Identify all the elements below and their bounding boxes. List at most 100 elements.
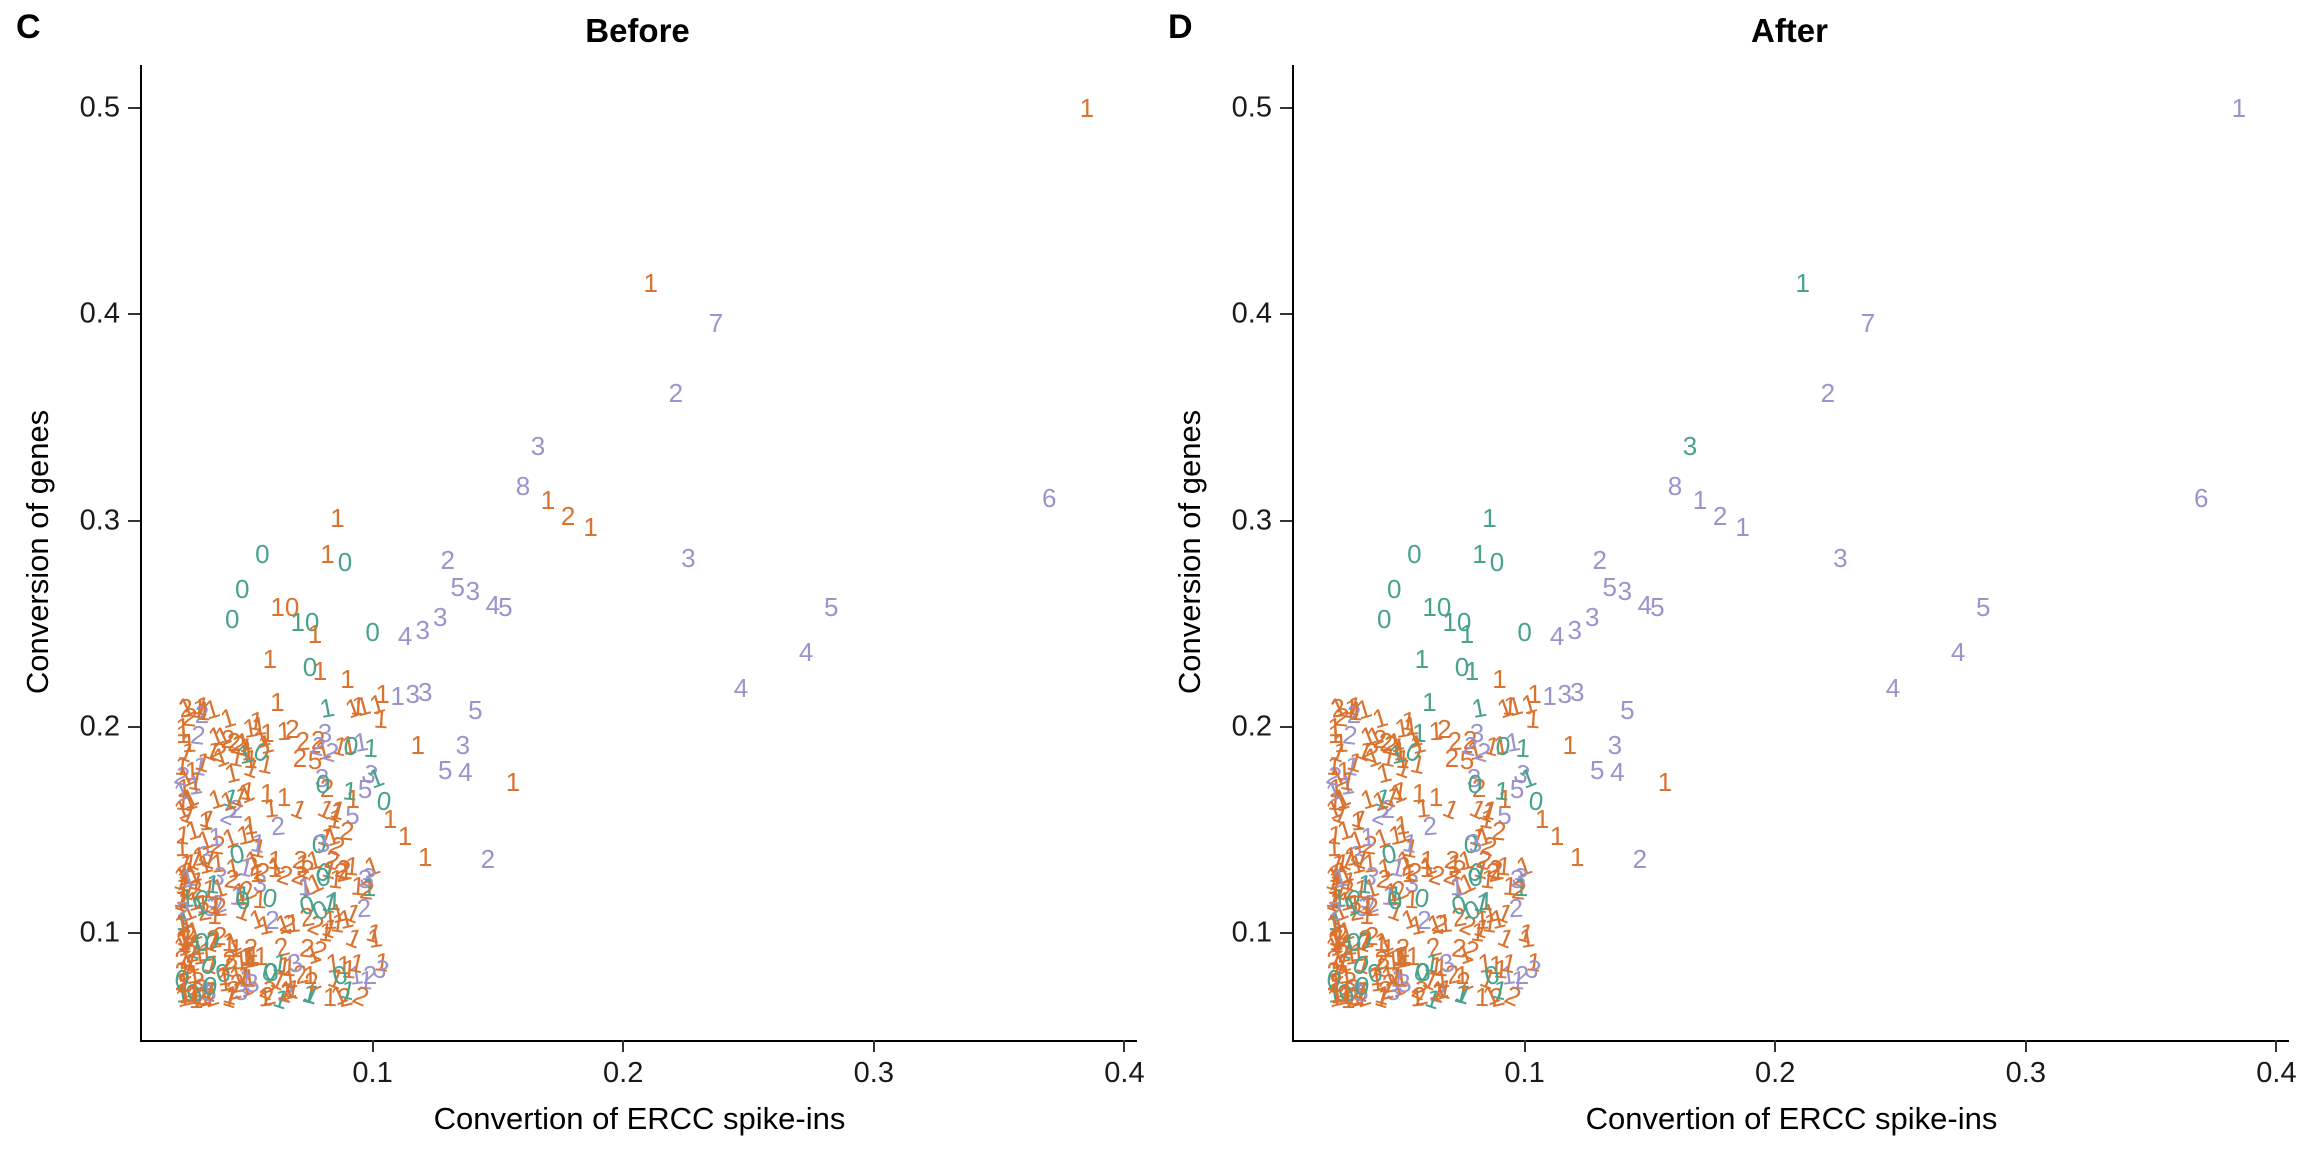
y-tick-label: 0.3: [1231, 504, 1272, 537]
data-point: 1: [1412, 717, 1427, 748]
data-point: 1: [1422, 686, 1437, 717]
data-point: 1: [375, 678, 390, 709]
x-tick-label: 0.2: [603, 1057, 644, 1089]
x-tick-mark: [1523, 1040, 1526, 1052]
data-point: 6: [1042, 482, 1057, 513]
data-point: 10: [290, 606, 320, 637]
panel-title-before: Before: [585, 12, 690, 49]
data-point: 1: [307, 618, 323, 649]
data-point: 5: [1497, 800, 1512, 831]
data-point: 5: [357, 773, 373, 804]
data-point: 1: [270, 686, 285, 717]
data-point: 1: [1327, 719, 1343, 750]
data-point: 3: [681, 542, 696, 573]
y-tick-label: 0.1: [1231, 916, 1272, 949]
data-point: 1: [373, 703, 390, 735]
data-point: 1: [1429, 782, 1444, 813]
panel-letter-d: D: [1168, 8, 1193, 46]
y-tick-mark: [128, 931, 140, 934]
x-tick-mark: [622, 1040, 625, 1052]
data-point: 3: [1557, 678, 1572, 709]
data-point: 1: [277, 782, 292, 813]
data-point: 2: [1437, 713, 1452, 744]
data-point: 10: [1442, 606, 1472, 637]
data-point: 6: [2194, 482, 2209, 513]
data-point: 5: [438, 754, 453, 785]
data-point: 1: [1795, 268, 1810, 299]
data-point: 1: [1527, 678, 1542, 709]
data-point: 1: [410, 730, 425, 761]
y-tick-label: 0.5: [79, 91, 120, 124]
data-point: 2: [440, 544, 455, 575]
data-point: 2: [1592, 544, 1607, 575]
data-point: 0: [1454, 651, 1470, 682]
data-point: 2: [1632, 843, 1648, 874]
x-tick-mark: [2024, 1040, 2027, 1052]
data-point: 1: [330, 503, 345, 534]
data-point: 3: [1569, 676, 1585, 707]
data-point: 1: [322, 981, 338, 1013]
data-point: 5: [1602, 571, 1618, 602]
data-point: 5: [498, 592, 513, 623]
x-tick-mark: [872, 1040, 875, 1052]
data-point: 2: [480, 843, 496, 874]
data-point: 1: [382, 804, 398, 835]
y-tick-label: 0.1: [79, 916, 120, 949]
data-point: 3: [1567, 614, 1582, 645]
data-point: 3: [415, 614, 430, 645]
data-point: 1: [1347, 695, 1364, 727]
data-point: 1: [643, 268, 658, 299]
data-point: 2: [1820, 377, 1836, 408]
data-point: 4: [1610, 757, 1625, 788]
data-point: 0: [1407, 538, 1422, 569]
data-point: 0: [1517, 616, 1532, 647]
data-point: 1: [540, 484, 556, 515]
y-tick-mark: [1280, 519, 1292, 522]
data-point: 1: [1427, 715, 1444, 746]
y-tick-label: 0.4: [79, 297, 120, 330]
panel-letter-c: C: [16, 8, 41, 46]
data-point: 1: [1414, 643, 1430, 674]
y-tick-label: 0.5: [1231, 91, 1272, 124]
y-tick-mark: [1280, 725, 1292, 728]
x-axis-title: Convertion of ERCC spike-ins: [1585, 1101, 1998, 1136]
data-point: 2: [265, 905, 280, 936]
data-point: 0: [365, 616, 380, 647]
data-point: 0: [235, 573, 250, 604]
data-point: 1: [362, 732, 379, 764]
data-point: 2: [560, 501, 576, 532]
data-point: 3: [1833, 542, 1848, 573]
data-point: 0: [255, 538, 270, 569]
data-point: 0: [1376, 604, 1392, 635]
data-point: 2: [362, 960, 378, 991]
data-point: 2: [1508, 892, 1525, 924]
data-point: 3: [1585, 602, 1600, 633]
data-point: 1: [1534, 804, 1550, 835]
data-point: 1: [397, 820, 413, 851]
data-point: 3: [465, 575, 481, 606]
x-tick-mark: [1774, 1040, 1777, 1052]
data-point: 1: [1514, 732, 1531, 764]
data-point: 5: [450, 571, 466, 602]
plot-area-before: Conversion of genes Convertion of ERCC s…: [20, 65, 1145, 1136]
data-point: 5: [1509, 773, 1525, 804]
panel-before: C Before Conversion of genes Convertion …: [16, 8, 1145, 1136]
y-tick-mark: [128, 725, 140, 728]
x-tick-label: 0.1: [352, 1057, 393, 1089]
data-point: 1: [275, 715, 292, 746]
data-point: 4: [458, 757, 473, 788]
data-point: 1: [505, 767, 521, 798]
data-point: 1: [1492, 664, 1507, 695]
data-point: 1: [1735, 511, 1750, 542]
data-point: 4: [397, 620, 413, 651]
y-tick-label: 0.2: [79, 710, 120, 743]
data-point: 4: [798, 637, 814, 668]
data-point: 0: [1489, 546, 1505, 577]
panel-title-after: After: [1750, 12, 1828, 49]
x-tick-label: 0.4: [2256, 1057, 2297, 1089]
data-point: 5: [468, 695, 483, 726]
data-point: 3: [1607, 730, 1623, 761]
data-point: 3: [455, 730, 471, 761]
data-point: 1: [1474, 981, 1490, 1013]
x-tick-label: 0.2: [1755, 1057, 1796, 1089]
